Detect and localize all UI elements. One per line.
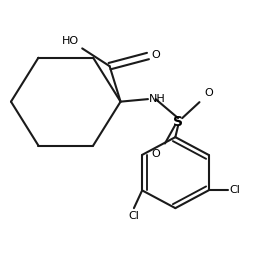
Text: O: O	[204, 88, 213, 98]
Text: O: O	[152, 149, 160, 159]
Text: Cl: Cl	[129, 211, 139, 221]
Text: O: O	[151, 50, 160, 60]
Text: NH: NH	[149, 94, 166, 104]
Text: Cl: Cl	[229, 185, 240, 195]
Text: HO: HO	[62, 36, 79, 46]
Text: S: S	[173, 115, 183, 129]
